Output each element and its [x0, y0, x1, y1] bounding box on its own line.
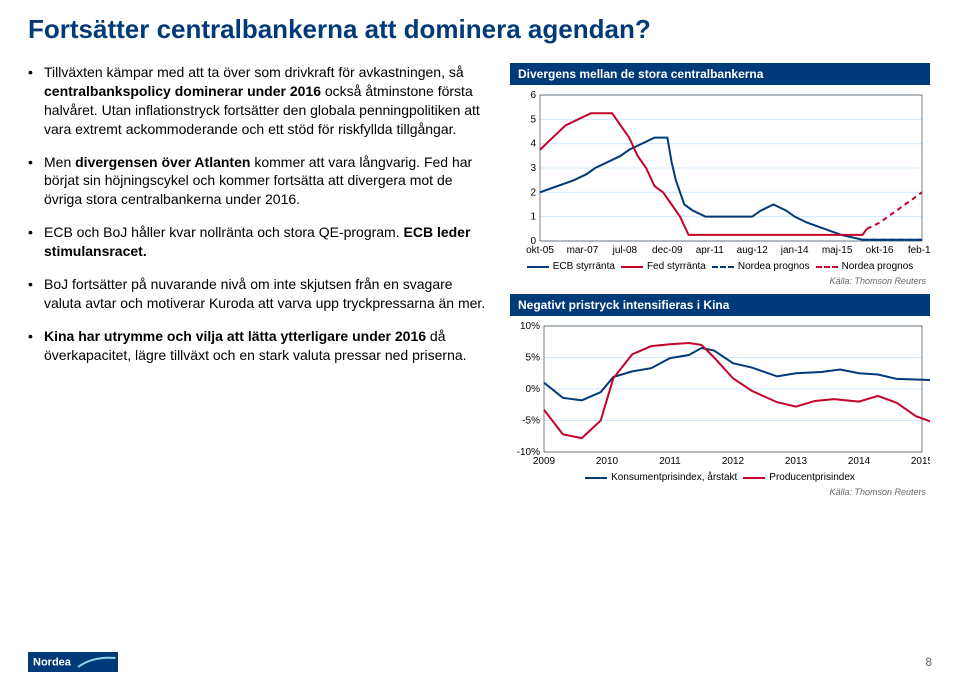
- svg-text:2: 2: [530, 187, 536, 198]
- svg-text:6: 6: [530, 90, 536, 101]
- legend-fed: Fed styrränta: [647, 261, 706, 272]
- svg-text:-5%: -5%: [522, 416, 540, 427]
- chart1-legend: ECB styrränta Fed styrränta Nordea progn…: [510, 259, 930, 276]
- svg-text:mar-07: mar-07: [567, 245, 599, 256]
- chart2-source: Källa: Thomson Reuters: [510, 487, 930, 497]
- svg-text:jul-08: jul-08: [612, 245, 638, 256]
- chart2-legend: Konsumentprisindex, årstakt Producentpri…: [510, 470, 930, 487]
- svg-text:3: 3: [530, 163, 536, 174]
- svg-text:2010: 2010: [596, 456, 619, 467]
- chart1-source: Källa: Thomson Reuters: [510, 276, 930, 286]
- svg-text:0%: 0%: [526, 384, 541, 395]
- svg-text:1: 1: [530, 212, 536, 223]
- svg-text:5: 5: [530, 114, 536, 125]
- chart2: -10%-5%0%5%10%20092010201120122013201420…: [510, 320, 930, 497]
- svg-text:5%: 5%: [526, 353, 541, 364]
- svg-text:Nordea: Nordea: [33, 657, 72, 669]
- svg-text:aug-12: aug-12: [737, 245, 769, 256]
- chart1-title: Divergens mellan de stora centralbankern…: [510, 63, 930, 85]
- bullet-item: ECB och BoJ håller kvar nollränta och st…: [28, 223, 488, 261]
- legend-fed-prognos: Nordea prognos: [842, 261, 914, 272]
- svg-text:2012: 2012: [722, 456, 745, 467]
- svg-text:maj-15: maj-15: [822, 245, 853, 256]
- bullets-column: Tillväxten kämpar med att ta över som dr…: [28, 63, 488, 497]
- legend-ppi: Producentprisindex: [769, 472, 855, 483]
- page-number: 8: [925, 655, 932, 669]
- legend-ecb-prognos: Nordea prognos: [738, 261, 810, 272]
- nordea-logo: Nordea: [28, 652, 118, 672]
- chart2-title: Negativt pristryck intensifieras i Kina: [510, 294, 930, 316]
- svg-text:2014: 2014: [848, 456, 871, 467]
- svg-text:2011: 2011: [659, 456, 681, 467]
- svg-text:2013: 2013: [785, 456, 808, 467]
- bullet-item: Kina har utrymme och vilja att lätta ytt…: [28, 327, 488, 365]
- bullet-item: Men divergensen över Atlanten kommer att…: [28, 153, 488, 210]
- svg-text:feb-18: feb-18: [908, 245, 930, 256]
- legend-cpi: Konsumentprisindex, årstakt: [611, 472, 737, 483]
- charts-column: Divergens mellan de stora centralbankern…: [510, 63, 930, 497]
- svg-text:okt-16: okt-16: [866, 245, 894, 256]
- legend-ecb: ECB styrränta: [553, 261, 615, 272]
- svg-text:2015: 2015: [911, 456, 930, 467]
- bullet-item: BoJ fortsätter på nuvarande nivå om inte…: [28, 275, 488, 313]
- svg-text:2009: 2009: [533, 456, 556, 467]
- svg-text:4: 4: [530, 139, 536, 150]
- chart1: 0123456okt-05mar-07jul-08dec-09apr-11aug…: [510, 89, 930, 286]
- bullet-item: Tillväxten kämpar med att ta över som dr…: [28, 63, 488, 139]
- page-title: Fortsätter centralbankerna att dominera …: [28, 14, 932, 45]
- svg-text:apr-11: apr-11: [696, 245, 725, 256]
- svg-text:okt-05: okt-05: [526, 245, 554, 256]
- svg-text:10%: 10%: [520, 321, 540, 332]
- svg-text:jan-14: jan-14: [780, 245, 809, 256]
- svg-text:dec-09: dec-09: [652, 245, 683, 256]
